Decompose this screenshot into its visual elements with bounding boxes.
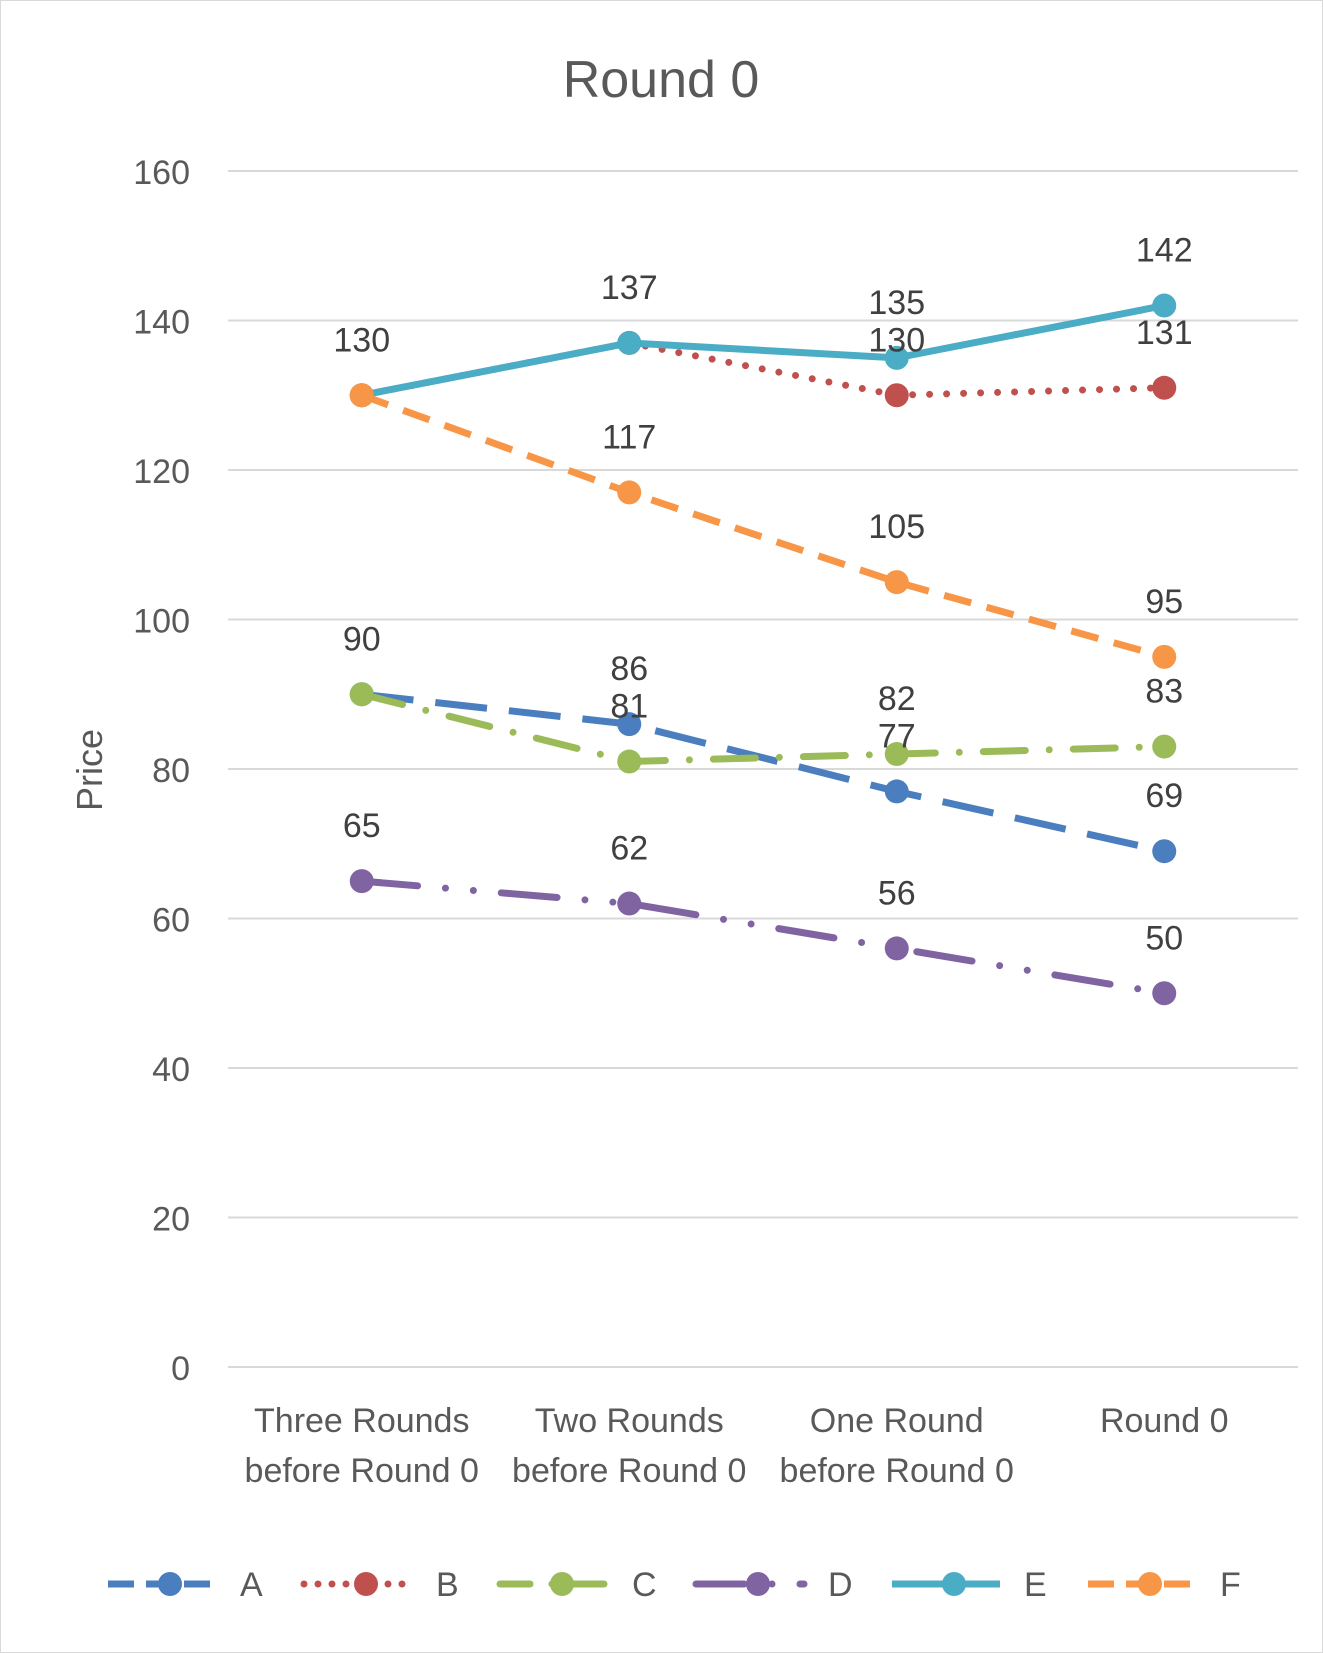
marker-F — [617, 480, 642, 505]
x-axis-ticks: Three Rounds before Round 0 Two Rounds befo… — [245, 1402, 1229, 1490]
data-label-E: 135 — [868, 284, 925, 322]
marker-F — [884, 570, 909, 595]
legend-marker-C — [550, 1572, 574, 1596]
marker-B — [884, 383, 909, 408]
data-label-B: 130 — [868, 321, 925, 359]
data-label-E: 142 — [1136, 232, 1193, 270]
data-label-D: 65 — [343, 807, 381, 845]
data-label-E: 137 — [601, 269, 658, 307]
marker-F — [1152, 644, 1177, 669]
series-line-D — [358, 877, 1168, 997]
legend-label-A: A — [240, 1566, 263, 1604]
y-axis-title: Price — [69, 729, 110, 811]
legend-label-C: C — [632, 1566, 657, 1604]
marker-D — [884, 936, 909, 961]
marker-E — [617, 330, 642, 355]
x-tick-label: Two Rounds — [535, 1402, 724, 1440]
data-label-F: 130 — [333, 321, 390, 359]
marker-A — [617, 712, 642, 737]
marker-D — [349, 869, 374, 894]
marker-D — [617, 891, 642, 916]
y-tick-label: 120 — [133, 453, 190, 491]
y-tick-label: 140 — [133, 304, 190, 342]
data-label-D: 56 — [878, 874, 916, 912]
x-tick-label: Three Rounds — [254, 1402, 469, 1440]
data-label-F: 95 — [1145, 583, 1183, 621]
x-tick-label: before Round 0 — [245, 1452, 479, 1490]
series-line-E — [361, 302, 1165, 399]
series-line-A — [361, 690, 1166, 855]
y-tick-label: 60 — [152, 902, 190, 940]
legend: A B C D E F — [108, 1566, 1241, 1604]
x-tick-label: Round 0 — [1100, 1402, 1229, 1440]
legend-label-F: F — [1220, 1566, 1241, 1604]
data-label-F: 117 — [602, 418, 656, 456]
legend-marker-B — [354, 1572, 378, 1596]
marker-D — [1152, 981, 1177, 1006]
legend-label-B: B — [436, 1566, 459, 1604]
data-label-C: 90 — [343, 620, 381, 658]
legend-marker-F — [1138, 1572, 1162, 1596]
data-label-D: 50 — [1145, 919, 1183, 957]
marker-E — [1152, 293, 1177, 318]
series-markers — [349, 293, 1177, 1006]
grid-lines — [228, 170, 1298, 1368]
x-tick-label: before Round 0 — [512, 1452, 746, 1490]
legend-label-D: D — [828, 1566, 853, 1604]
data-label-A: 69 — [1145, 777, 1183, 815]
data-label-A: 86 — [610, 650, 648, 688]
marker-C — [1152, 734, 1177, 759]
marker-A — [884, 779, 909, 804]
series-line-F — [360, 391, 1166, 661]
y-tick-label: 40 — [152, 1051, 190, 1089]
legend-marker-D — [746, 1572, 770, 1596]
legend-marker-A — [158, 1572, 182, 1596]
data-label-B: 131 — [1136, 314, 1193, 352]
y-tick-label: 100 — [133, 603, 190, 641]
marker-C — [349, 682, 374, 707]
data-label-A: 77 — [878, 717, 916, 755]
legend-marker-E — [942, 1572, 966, 1596]
y-tick-label: 160 — [133, 154, 190, 192]
x-tick-label: One Round — [810, 1402, 984, 1440]
data-labels: 86 77 69 130 131 90 81 82 83 65 62 56 50 137 135 142 130… — [333, 232, 1192, 958]
data-label-C: 82 — [878, 680, 916, 718]
data-label-D: 62 — [610, 830, 648, 868]
marker-F — [349, 383, 374, 408]
data-label-F: 105 — [868, 508, 925, 546]
marker-A — [1152, 839, 1177, 864]
data-label-C: 81 — [610, 688, 648, 726]
y-axis-ticks: 0 20 40 60 80 100 120 140 160 — [133, 154, 190, 1388]
x-tick-label: before Round 0 — [780, 1452, 1014, 1490]
marker-E — [884, 345, 909, 370]
legend-label-E: E — [1024, 1566, 1047, 1604]
marker-C — [884, 742, 909, 767]
chart-title: Round 0 — [563, 51, 760, 109]
y-tick-label: 80 — [152, 752, 190, 790]
series-lines — [358, 302, 1168, 997]
data-label-C: 83 — [1145, 673, 1183, 711]
marker-B — [1152, 375, 1177, 400]
y-tick-label: 20 — [152, 1201, 190, 1239]
y-tick-label: 0 — [171, 1350, 190, 1388]
marker-C — [617, 749, 642, 774]
